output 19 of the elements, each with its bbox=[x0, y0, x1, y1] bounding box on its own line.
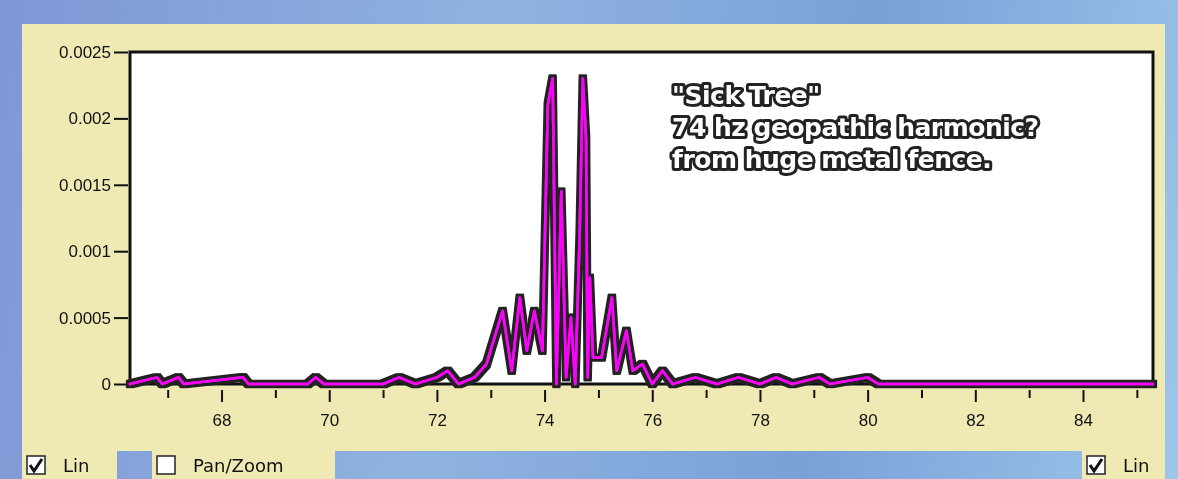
text: Lin bbox=[63, 455, 90, 476]
x-tick-label: 74 bbox=[535, 411, 555, 431]
x-tick-label: 68 bbox=[212, 411, 232, 431]
text: Pan/Zoom bbox=[193, 455, 284, 476]
x-tick-label: 80 bbox=[858, 411, 878, 431]
x-tick-label: 72 bbox=[427, 411, 447, 431]
y-tick-label: 0.0025 bbox=[59, 42, 111, 62]
y-tick-label: 0 bbox=[101, 374, 111, 394]
y-tick-label: 0.001 bbox=[68, 242, 111, 262]
y-tick-label: 0.002 bbox=[68, 109, 111, 129]
text: Lin bbox=[1123, 455, 1150, 476]
line-series bbox=[128, 77, 1155, 386]
x-tick-label: 76 bbox=[643, 411, 663, 431]
x-tick-label: 78 bbox=[750, 411, 770, 431]
x-tick-label: 82 bbox=[966, 411, 986, 431]
y-tick-label: 0.0015 bbox=[59, 175, 111, 195]
y-tick-label: 0.0005 bbox=[59, 308, 111, 328]
x-tick-label: 84 bbox=[1074, 411, 1093, 431]
x-tick-label: 70 bbox=[320, 411, 340, 431]
